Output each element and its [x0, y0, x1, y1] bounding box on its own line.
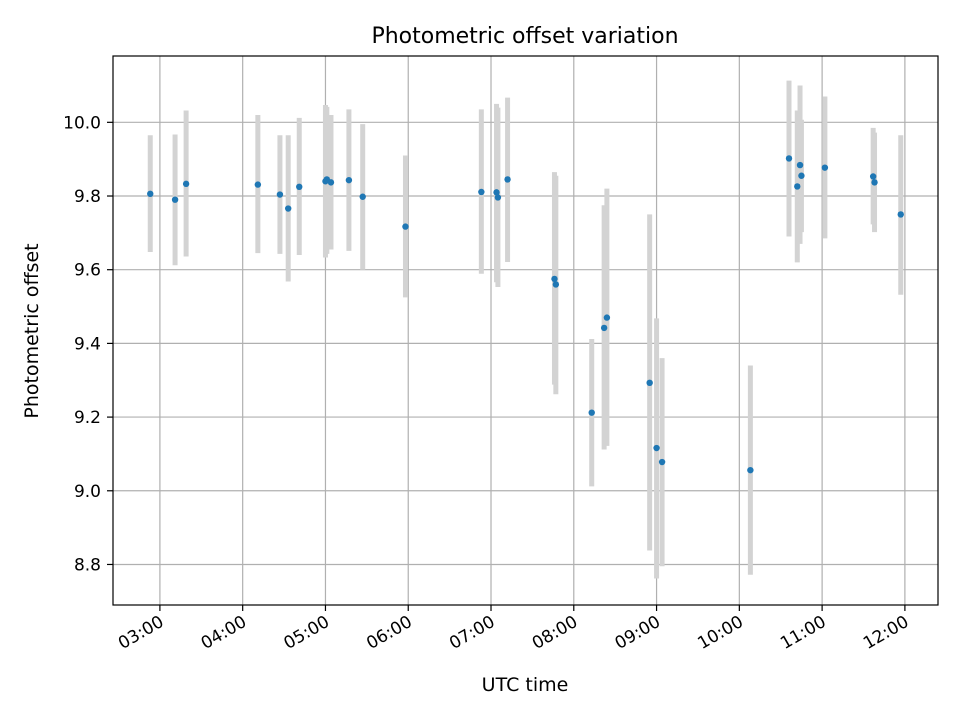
data-point — [869, 173, 877, 180]
data-point — [182, 180, 190, 188]
chart-title: Photometric offset variation — [371, 24, 678, 49]
data-point — [285, 205, 292, 212]
data-point — [551, 275, 558, 283]
y-tick-label: 9.8 — [74, 187, 101, 207]
y-tick-label: 10.0 — [63, 113, 101, 133]
y-tick-label: 9.2 — [74, 408, 101, 428]
data-point — [296, 183, 303, 191]
data-point — [798, 172, 805, 179]
data-point — [747, 466, 754, 474]
data-point — [327, 179, 335, 186]
y-tick-label: 8.8 — [74, 555, 101, 575]
data-point — [147, 190, 154, 198]
data-point — [504, 176, 511, 183]
data-point — [254, 181, 262, 188]
data-point — [796, 161, 804, 169]
data-point — [897, 211, 904, 218]
data-point — [653, 444, 660, 452]
y-tick-label: 9.4 — [74, 334, 101, 354]
data-point — [600, 324, 608, 332]
data-point — [276, 191, 284, 198]
data-point — [785, 155, 793, 162]
data-point — [345, 176, 353, 184]
data-point — [603, 314, 611, 321]
y-tick-label: 9.6 — [74, 261, 101, 281]
y-tick-label: 9.0 — [74, 482, 101, 502]
data-point — [821, 164, 829, 171]
data-point — [552, 281, 560, 288]
data-point — [359, 193, 366, 200]
data-point — [478, 188, 485, 196]
y-axis-label: Photometric offset — [21, 243, 43, 418]
data-point — [171, 196, 179, 203]
data-point — [646, 379, 653, 387]
data-point — [494, 194, 502, 201]
data-points — [147, 155, 904, 474]
plot-frame — [112, 55, 939, 606]
data-point — [794, 183, 801, 190]
data-point — [402, 223, 409, 230]
data-point — [658, 458, 666, 466]
data-point — [871, 179, 878, 186]
x-axis-label: UTC time — [482, 674, 569, 696]
data-point — [493, 189, 500, 196]
data-point — [588, 409, 595, 416]
y-axis-ticks: 8.8 9.0 9.2 9.4 9.6 9.8 10.0 — [63, 113, 113, 575]
